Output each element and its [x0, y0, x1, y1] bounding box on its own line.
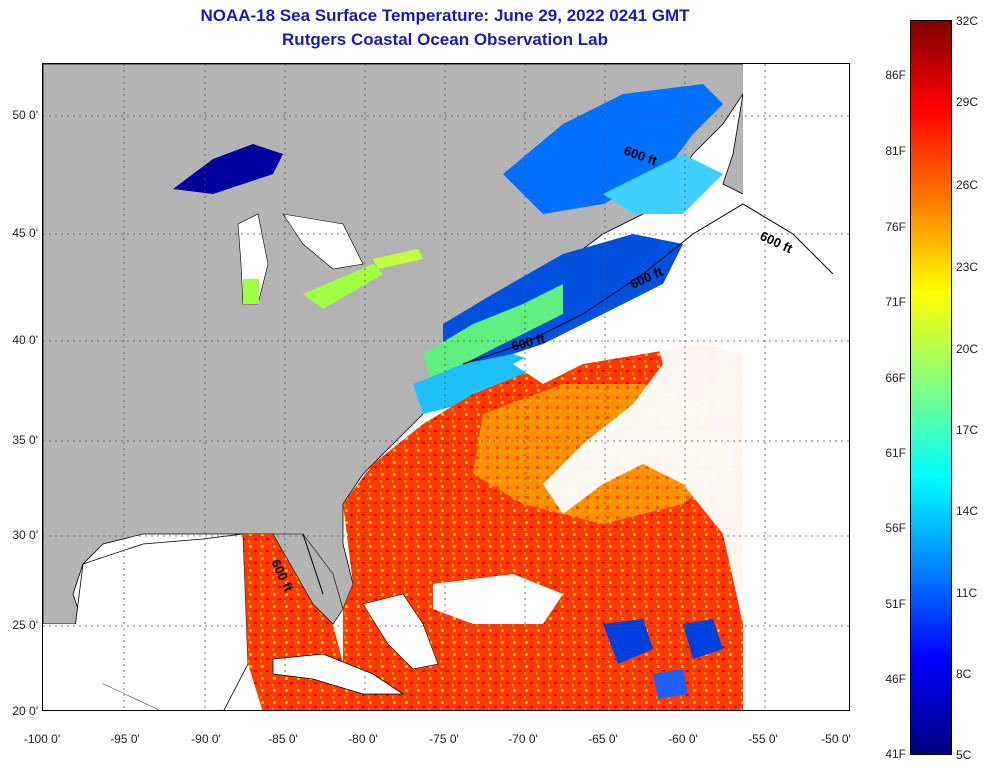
lon-label-95: -95 0' — [110, 732, 140, 746]
gulf-st-lawrence-cold — [503, 84, 723, 214]
no-data-left-gulf — [43, 624, 159, 710]
colorbar-f-label: 41F — [885, 747, 906, 761]
lon-label-55: -55 0' — [748, 732, 778, 746]
colorbar-c-label: 20C — [956, 342, 979, 356]
cold-patch-2 — [683, 619, 723, 659]
colorbar-f-label: 86F — [885, 68, 906, 82]
lon-label-90: -90 0' — [191, 732, 221, 746]
colorbar-c-label: 5C — [956, 748, 972, 762]
lat-label-40: 40 0' — [12, 333, 38, 347]
lat-label-30: 30 0' — [12, 528, 38, 542]
colorbar-c-label: 17C — [956, 423, 979, 437]
lon-label-65: -65 0' — [588, 732, 618, 746]
colorbar-c-label: 26C — [956, 178, 979, 192]
colorbar-c-label: 14C — [956, 504, 979, 518]
lake-ontario — [373, 249, 423, 269]
cloud-cover-east — [543, 254, 743, 624]
lat-label-20: 20 0' — [12, 704, 38, 718]
cloud-cover-south — [433, 574, 563, 624]
cold-patch-3 — [653, 669, 688, 699]
lon-label-70: -70 0' — [508, 732, 538, 746]
colorbar-f-label: 46F — [885, 672, 906, 686]
cloud-cover-nova-scotia — [513, 324, 623, 384]
lat-label-35: 35 0' — [12, 433, 38, 447]
lon-label-50: -50 0' — [821, 732, 851, 746]
lat-label-45: 45 0' — [12, 226, 38, 240]
lon-label-60: -60 0' — [668, 732, 698, 746]
lon-label-75: -75 0' — [429, 732, 459, 746]
colorbar-f-label: 76F — [885, 220, 906, 234]
colorbar-c-label: 8C — [956, 667, 972, 681]
contour-600ft — [302, 203, 834, 595]
colorbar-f-label: 56F — [885, 521, 906, 535]
no-data-right — [743, 64, 849, 710]
bahamas-islands — [362, 593, 439, 670]
colorbar-f-label: 81F — [885, 144, 906, 158]
temperature-colorbar — [910, 20, 952, 755]
colorbar-c-label: 11C — [956, 586, 978, 600]
lon-label-100: -100 0' — [23, 732, 61, 746]
colorbar-c-label: 32C — [956, 14, 979, 28]
lon-label-80: -80 0' — [348, 732, 378, 746]
graticule — [43, 64, 849, 710]
colorbar-c-label: 29C — [956, 95, 979, 109]
lake-michigan-warm — [243, 279, 259, 304]
gulf-st-lawrence-cyan — [603, 154, 723, 214]
lat-label-25: 25 0' — [12, 618, 38, 632]
florida-peninsula — [272, 533, 344, 625]
lat-label-50: 50 0' — [12, 108, 38, 122]
colorbar-f-label: 61F — [885, 446, 906, 460]
cold-patch-1 — [603, 619, 653, 664]
map-title: NOAA-18 Sea Surface Temperature: June 29… — [200, 6, 690, 25]
colorbar-f-label: 51F — [885, 597, 906, 611]
colorbar-f-label: 66F — [885, 371, 906, 385]
map-subtitle: Rutgers Coastal Ocean Observation Lab — [282, 30, 608, 49]
lake-huron — [282, 213, 364, 270]
mid-atlantic-cool — [413, 354, 543, 414]
lake-erie — [303, 264, 383, 309]
land-cuba — [272, 653, 405, 695]
lake-superior — [173, 144, 283, 194]
colorbar-c-label: 23C — [956, 260, 979, 274]
sst-map: 600 ft 600 ft 600 ft 600 ft 600 ft — [42, 63, 850, 711]
colorbar-f-label: 71F — [885, 295, 906, 309]
lon-label-85: -85 0' — [268, 732, 298, 746]
shelf-green-water — [423, 284, 563, 384]
